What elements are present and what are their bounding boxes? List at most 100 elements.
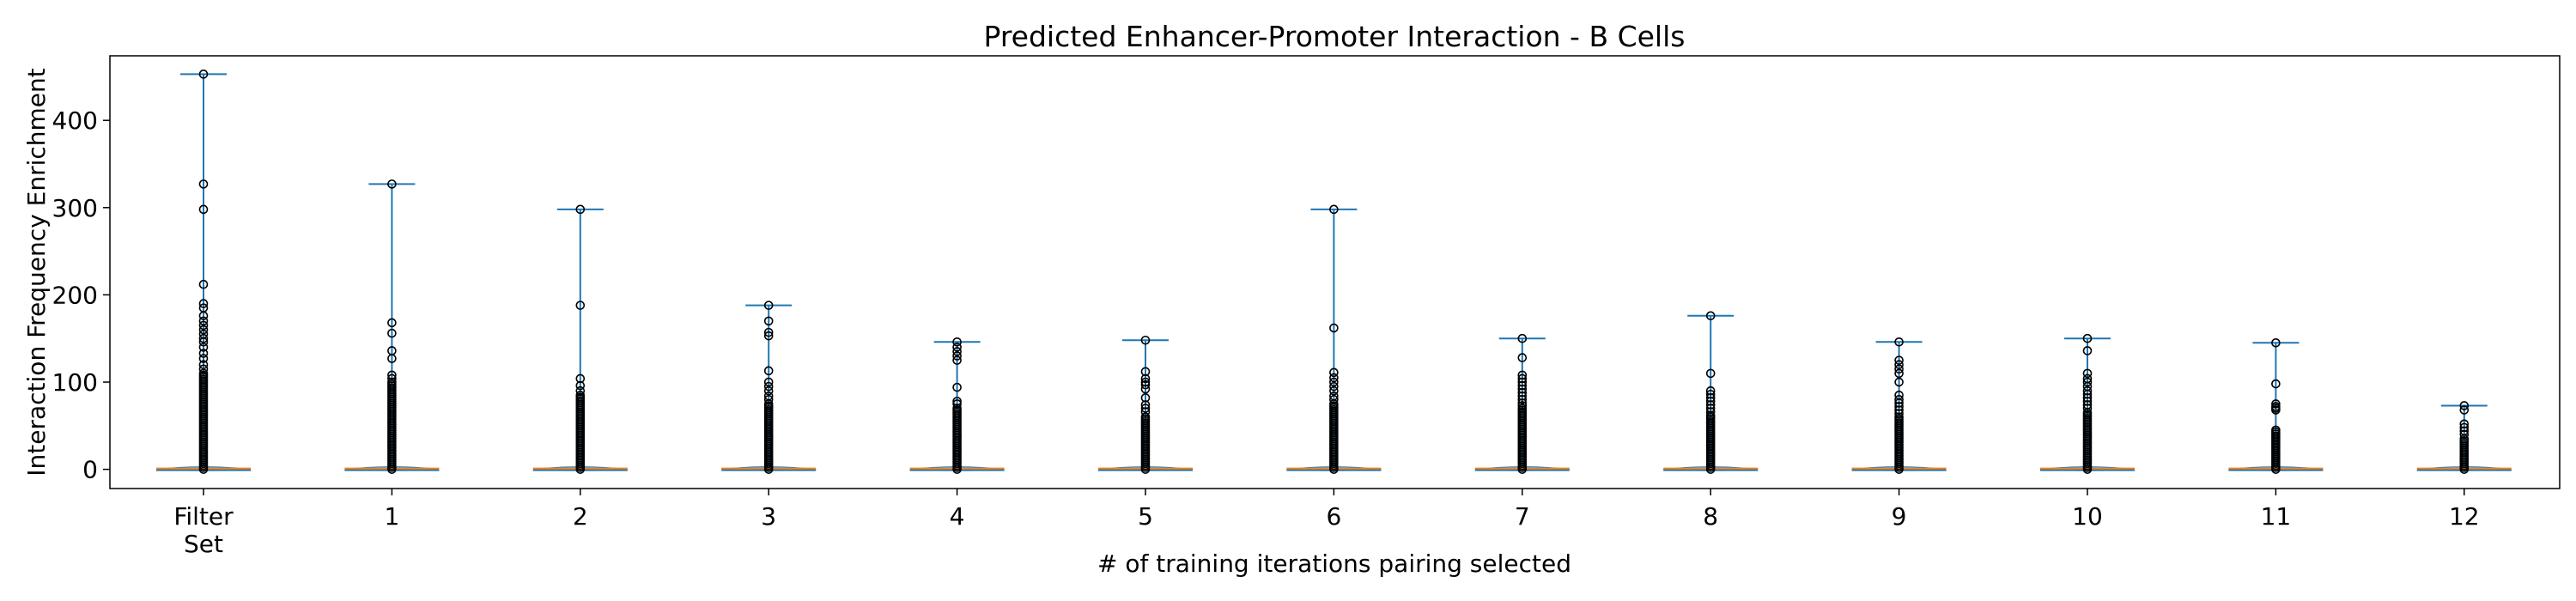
outlier-point	[198, 364, 209, 374]
data-point	[1140, 412, 1151, 422]
outlier-point	[1140, 335, 1151, 345]
outlier-point	[1140, 379, 1151, 390]
outlier-point	[387, 179, 397, 189]
outlier-point	[198, 70, 209, 79]
outlier-point	[1517, 380, 1528, 391]
outlier-point	[198, 204, 209, 215]
y-tick-label: 300	[52, 194, 98, 222]
outlier-point	[1894, 409, 1904, 418]
outlier-point	[2082, 385, 2093, 396]
y-tick-label: 200	[52, 281, 98, 309]
outlier-point	[763, 377, 774, 387]
outlier-point	[1140, 377, 1151, 387]
outlier-point	[952, 351, 962, 361]
x-tick-label: 12	[2449, 502, 2480, 531]
x-tick-label: 1	[384, 502, 399, 531]
outlier-point	[198, 349, 209, 358]
outlier-point	[198, 360, 209, 370]
outlier-point	[198, 320, 209, 331]
outlier-point	[1705, 393, 1716, 403]
y-tick-label: 0	[82, 456, 98, 484]
x-tick-label-line: 3	[761, 502, 776, 531]
x-tick-label-line: 6	[1326, 502, 1341, 531]
x-tick-label-line: Filter	[173, 502, 234, 531]
data-point	[1517, 404, 1528, 413]
outlier-point	[1894, 364, 1904, 374]
outlier-point	[763, 366, 774, 376]
outlier-point	[1517, 370, 1528, 380]
x-tick-label: Filter Set	[173, 502, 234, 558]
outlier-point	[198, 337, 209, 347]
x-tick-label-line: 1	[384, 502, 399, 531]
outlier-point	[1894, 405, 1904, 415]
chart-title: Predicted Enhancer-Promoter Interaction …	[984, 20, 1686, 53]
outlier-point	[763, 331, 774, 341]
outlier-point	[1517, 377, 1528, 387]
outlier-point	[1517, 353, 1528, 362]
outlier-point	[1894, 368, 1904, 379]
x-tick-label: 7	[1515, 502, 1530, 531]
outlier-point	[763, 300, 774, 310]
data-point	[198, 368, 209, 379]
outlier-point	[952, 343, 962, 352]
data-point	[2271, 425, 2281, 435]
x-tick-label: 6	[1326, 502, 1341, 531]
outlier-point	[1329, 373, 1339, 383]
x-tick-label-line: 4	[950, 502, 965, 531]
outlier-point	[1329, 204, 1339, 215]
outlier-point	[1517, 391, 1528, 401]
outlier-point	[763, 385, 774, 396]
outlier-point	[1329, 323, 1339, 333]
x-tick-label-line: 7	[1515, 502, 1530, 531]
outlier-point	[952, 347, 962, 356]
data-point	[387, 377, 397, 387]
outlier-point	[1329, 367, 1339, 378]
outlier-point	[1140, 404, 1151, 413]
outlier-point	[952, 355, 962, 365]
x-tick-label-line: 5	[1138, 502, 1153, 531]
outlier-point	[763, 391, 774, 401]
outlier-point	[952, 337, 962, 347]
outlier-point	[1705, 410, 1716, 420]
y-tick-label: 400	[52, 106, 98, 135]
y-axis-label: Interaction Frequency Enrichment	[22, 68, 51, 476]
outlier-point	[1140, 373, 1151, 384]
outlier-point	[198, 325, 209, 335]
outlier-point	[1140, 393, 1151, 403]
outlier-point	[1140, 384, 1151, 394]
x-tick-label: 8	[1703, 502, 1718, 531]
x-tick-label-line: 9	[1892, 502, 1907, 531]
outlier-point	[2082, 346, 2093, 355]
x-tick-label-line: 10	[2072, 502, 2103, 531]
outlier-point	[198, 179, 209, 189]
outlier-point	[387, 370, 397, 380]
plot-area	[155, 70, 2512, 474]
x-tick-label: 11	[2261, 502, 2292, 531]
outlier-point	[1517, 395, 1528, 404]
outlier-point	[1705, 400, 1716, 410]
outlier-point	[1140, 400, 1151, 410]
outlier-point	[198, 316, 209, 326]
outlier-point	[1517, 398, 1528, 408]
outlier-point	[1329, 377, 1339, 387]
x-tick-label-line: 2	[573, 502, 588, 531]
x-tick-label-line: Set	[184, 530, 223, 558]
data-point	[952, 404, 962, 413]
outlier-point	[1705, 389, 1716, 399]
outlier-point	[1894, 360, 1904, 370]
outlier-point	[387, 373, 397, 384]
outlier-point	[2082, 400, 2093, 410]
outlier-point	[575, 380, 586, 391]
outlier-point	[1517, 384, 1528, 394]
data-point	[575, 390, 586, 400]
outlier-point	[387, 328, 397, 338]
outlier-point	[2082, 377, 2093, 387]
outlier-point	[2082, 404, 2093, 413]
outlier-point	[2082, 368, 2093, 379]
outlier-point	[2082, 389, 2093, 399]
outlier-point	[952, 382, 962, 392]
outlier-point	[952, 397, 962, 406]
outlier-point	[2459, 419, 2470, 429]
